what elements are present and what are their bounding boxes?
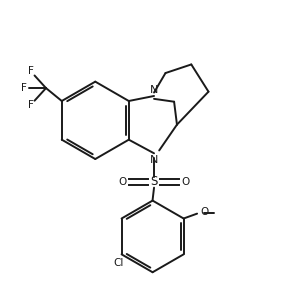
Text: O: O	[118, 177, 127, 187]
Text: S: S	[150, 176, 158, 188]
Text: N: N	[150, 155, 158, 164]
Text: Cl: Cl	[113, 258, 123, 268]
Text: F: F	[21, 83, 27, 93]
Text: O: O	[200, 207, 208, 217]
Text: O: O	[181, 177, 190, 187]
Text: F: F	[28, 66, 34, 76]
Text: N: N	[150, 85, 158, 95]
Text: F: F	[28, 100, 34, 110]
